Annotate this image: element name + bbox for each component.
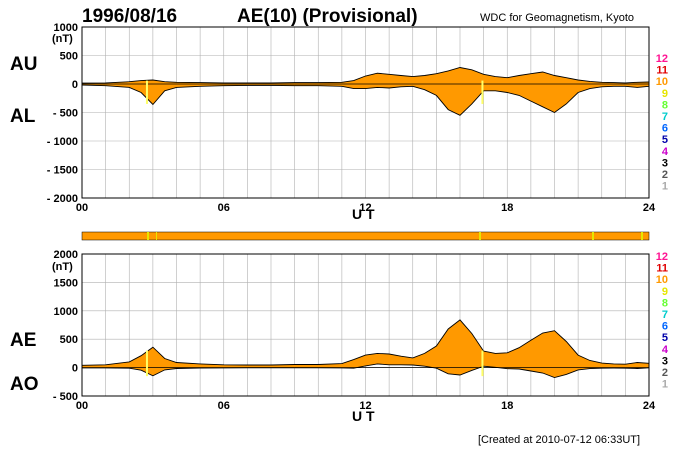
upper-al-line — [81, 84, 650, 116]
lower-ao-line — [82, 363, 650, 378]
x-tick-label: 24 — [643, 400, 656, 412]
coverage-mark — [156, 232, 157, 240]
lower-plot-frame — [81, 253, 650, 397]
upper-y-tick-labels: 1000 500 0 - 500 - 1000 - 1500 - 2000 — [47, 22, 78, 205]
legend-entry: 10 — [656, 76, 668, 88]
legend-entry: 9 — [662, 286, 668, 298]
source-label: WDC for Geomagnetism, Kyoto — [480, 12, 634, 24]
legend-entry: 12 — [656, 251, 668, 263]
legend-entry: 8 — [662, 297, 668, 309]
au-label: AU — [10, 54, 37, 75]
y-tick-label: 1500 — [54, 277, 78, 289]
x-tick-label: 06 — [218, 202, 230, 214]
upper-unit-label: (nT) — [52, 33, 73, 45]
upper-x-tick-labels: 00 06 12 18 24 — [76, 202, 656, 214]
lower-ae-line — [81, 319, 650, 366]
upper-au-line — [81, 67, 650, 84]
legend-entry: 8 — [662, 99, 668, 111]
x-tick-label: 18 — [501, 400, 513, 412]
x-tick-label: 12 — [359, 202, 371, 214]
coverage-mark — [479, 232, 481, 240]
lower-ae-ao-area — [82, 319, 649, 378]
legend-entry: 11 — [656, 263, 668, 275]
legend-entry: 6 — [662, 123, 668, 135]
legend-entry: 2 — [662, 169, 668, 181]
coverage-bar — [81, 231, 650, 241]
legend-entry: 1 — [662, 181, 668, 193]
y-tick-label: - 1500 — [47, 165, 78, 177]
upper-au-al-area — [82, 67, 649, 116]
x-tick-label: 24 — [643, 202, 656, 214]
legend-entry: 4 — [662, 146, 669, 158]
al-label: AL — [10, 106, 36, 127]
y-tick-label: - 500 — [53, 391, 78, 403]
x-tick-label: 18 — [501, 202, 513, 214]
coverage-mark — [592, 232, 594, 240]
upper-x-axis-label: U T — [352, 206, 375, 222]
legend-entry: 2 — [662, 367, 668, 379]
y-tick-label: 500 — [60, 51, 78, 63]
y-tick-label: 2000 — [54, 249, 78, 261]
upper-plot-frame — [81, 26, 650, 199]
legend-entry: 7 — [662, 111, 668, 123]
lower-x-tick-labels: 00 06 12 18 24 — [76, 400, 656, 412]
y-tick-label: - 2000 — [47, 193, 78, 205]
chart-title: AE(10) (Provisional) — [237, 6, 418, 27]
upper-grid — [82, 27, 649, 198]
ae-label: AE — [10, 330, 36, 351]
x-tick-label: 06 — [218, 400, 230, 412]
legend-entry: 3 — [662, 355, 668, 367]
legend-entry: 3 — [662, 157, 668, 169]
x-tick-label: 00 — [76, 202, 88, 214]
lower-x-axis-label: U T — [352, 408, 375, 424]
x-tick-label: 00 — [76, 400, 88, 412]
legend-entry: 7 — [662, 309, 668, 321]
created-timestamp: [Created at 2010-07-12 06:33UT] — [478, 434, 640, 446]
y-tick-label: 1000 — [54, 22, 78, 34]
legend-entry: 10 — [656, 274, 668, 286]
legend-entry: 12 — [656, 53, 668, 65]
y-tick-label: 500 — [60, 334, 78, 346]
coverage-mark — [641, 232, 643, 240]
legend-entry: 5 — [662, 332, 668, 344]
y-tick-label: 0 — [72, 363, 78, 375]
legend-entry: 4 — [662, 344, 669, 356]
legend-entry: 9 — [662, 88, 668, 100]
legend-entry: 11 — [656, 65, 668, 77]
y-tick-label: 0 — [72, 79, 78, 91]
x-tick-label: 12 — [359, 400, 371, 412]
lower-marks — [82, 350, 649, 377]
y-tick-label: - 500 — [53, 108, 78, 120]
y-tick-label: 1000 — [54, 306, 78, 318]
legend-entry: 5 — [662, 134, 668, 146]
legend-entry: 6 — [662, 321, 668, 333]
lower-unit-label: (nT) — [52, 261, 73, 273]
station-coverage-bar — [81, 231, 650, 241]
ao-label: AO — [10, 374, 39, 395]
legend-entry: 1 — [662, 379, 668, 391]
upper-marks — [82, 80, 649, 104]
lower-y-tick-labels: 2000 1500 1000 500 0 - 500 — [53, 249, 78, 403]
chart-date: 1996/08/16 — [82, 6, 177, 27]
y-tick-label: - 1000 — [47, 136, 78, 148]
coverage-mark — [147, 232, 149, 240]
